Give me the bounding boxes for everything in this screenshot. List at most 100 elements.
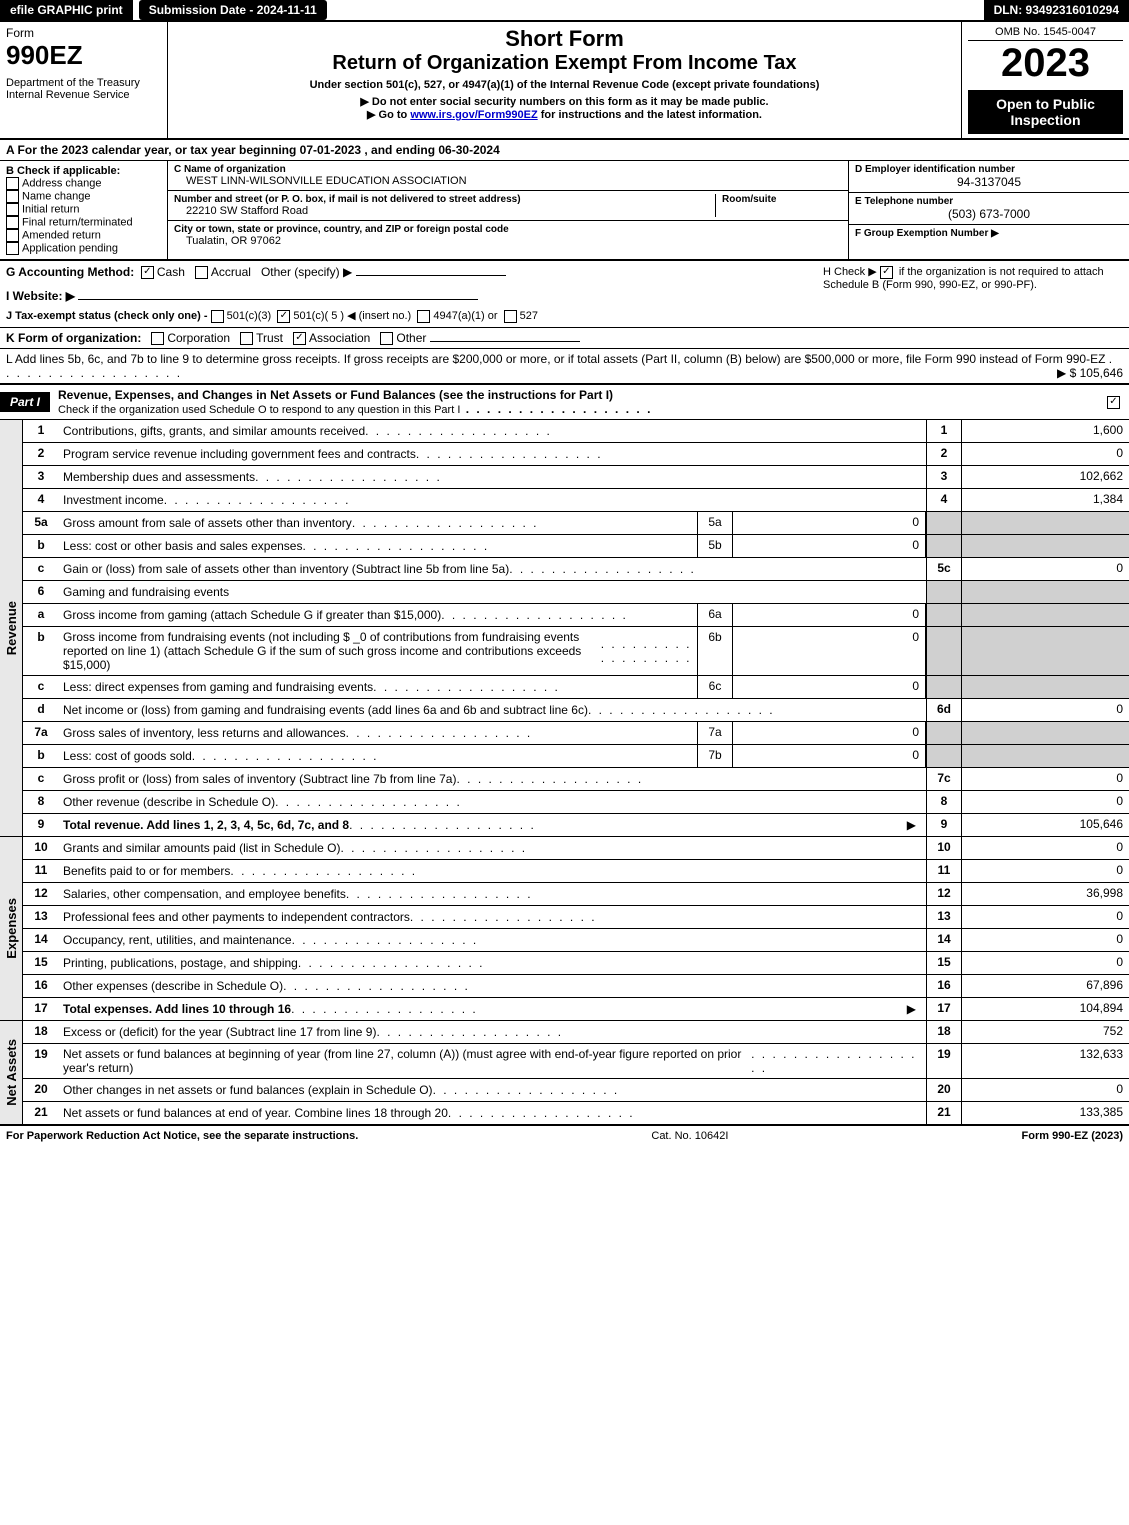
phone-value: (503) 673-7000 (855, 207, 1123, 221)
line-description: Gross profit or (loss) from sales of inv… (59, 768, 926, 790)
line-7a: 7aGross sales of inventory, less returns… (23, 722, 1129, 745)
line-mid-value: 0 (733, 722, 926, 744)
chk-schedule-b[interactable]: ✓ (880, 266, 893, 279)
line-right-number: 16 (926, 975, 961, 997)
instruction-1: ▶ Do not enter social security numbers o… (174, 95, 955, 108)
line-description: Gross income from fundraising events (no… (59, 627, 697, 675)
department-label: Department of the Treasury Internal Reve… (6, 77, 161, 101)
chk-4947[interactable] (417, 310, 430, 323)
subtitle: Under section 501(c), 527, or 4947(a)(1)… (174, 79, 955, 91)
line-number: 12 (23, 883, 59, 905)
line-right-value-shaded (961, 581, 1129, 603)
line-right-value-shaded (961, 722, 1129, 744)
line-number: c (23, 558, 59, 580)
line-mid-number: 7a (697, 722, 733, 744)
line-right-number: 18 (926, 1021, 961, 1043)
line-right-value: 67,896 (961, 975, 1129, 997)
inspection-badge: Open to Public Inspection (968, 90, 1123, 134)
line-right-number-shaded (926, 512, 961, 534)
line-20: 20Other changes in net assets or fund ba… (23, 1079, 1129, 1102)
line-right-number: 9 (926, 814, 961, 836)
line-number: 14 (23, 929, 59, 951)
chk-association[interactable]: ✓ (293, 332, 306, 345)
top-bar: efile GRAPHIC print Submission Date - 20… (0, 0, 1129, 22)
line-number: 21 (23, 1102, 59, 1124)
line-number: 19 (23, 1044, 59, 1078)
org-name-value: WEST LINN-WILSONVILLE EDUCATION ASSOCIAT… (174, 175, 842, 187)
chk-cash[interactable]: ✓ (141, 266, 154, 279)
line-14: 14Occupancy, rent, utilities, and mainte… (23, 929, 1129, 952)
chk-other-org[interactable] (380, 332, 393, 345)
line-number: b (23, 535, 59, 557)
col-c-org: C Name of organization WEST LINN-WILSONV… (168, 161, 849, 259)
line-right-number-shaded (926, 745, 961, 767)
chk-schedule-o-part-i[interactable]: ✓ (1107, 396, 1120, 409)
netassets-section: Net Assets 18Excess or (deficit) for the… (0, 1021, 1129, 1126)
line-2: 2Program service revenue including gover… (23, 443, 1129, 466)
line-right-number-shaded (926, 581, 961, 603)
gross-receipts-amount: ▶ $ 105,646 (1057, 366, 1123, 380)
chk-501c3[interactable] (211, 310, 224, 323)
chk-name-change[interactable]: Name change (6, 190, 161, 203)
form-number: 990EZ (6, 40, 161, 71)
row-j-exempt-status: J Tax-exempt status (check only one) - 5… (6, 309, 823, 323)
chk-trust[interactable] (240, 332, 253, 345)
netassets-side-label: Net Assets (2, 1035, 21, 1110)
line-6a: aGross income from gaming (attach Schedu… (23, 604, 1129, 627)
line-right-value: 0 (961, 906, 1129, 928)
tax-year: 2023 (968, 41, 1123, 86)
line-right-number-shaded (926, 722, 961, 744)
line-number: 5a (23, 512, 59, 534)
line-number: 9 (23, 814, 59, 836)
line-description: Net income or (loss) from gaming and fun… (59, 699, 926, 721)
line-right-value: 0 (961, 952, 1129, 974)
line-description: Net assets or fund balances at end of ye… (59, 1102, 926, 1124)
line-number: 16 (23, 975, 59, 997)
line-number: 10 (23, 837, 59, 859)
chk-final-return[interactable]: Final return/terminated (6, 216, 161, 229)
line-number: 15 (23, 952, 59, 974)
line-mid-number: 5a (697, 512, 733, 534)
return-title: Return of Organization Exempt From Incom… (174, 52, 955, 75)
line-number: 8 (23, 791, 59, 813)
dln-badge: DLN: 93492316010294 (984, 0, 1129, 20)
line-description: Less: direct expenses from gaming and fu… (59, 676, 697, 698)
line-right-number: 11 (926, 860, 961, 882)
street-value: 22210 SW Stafford Road (174, 205, 715, 217)
chk-527[interactable] (504, 310, 517, 323)
line-description: Gross sales of inventory, less returns a… (59, 722, 697, 744)
chk-accrual[interactable] (195, 266, 208, 279)
line-description: Program service revenue including govern… (59, 443, 926, 465)
line-right-number: 2 (926, 443, 961, 465)
chk-501c[interactable]: ✓ (277, 310, 290, 323)
expenses-section: Expenses 10Grants and similar amounts pa… (0, 837, 1129, 1021)
line-right-number: 3 (926, 466, 961, 488)
line-right-number: 6d (926, 699, 961, 721)
chk-corporation[interactable] (151, 332, 164, 345)
line-number: a (23, 604, 59, 626)
line-right-value-shaded (961, 676, 1129, 698)
efile-print-button[interactable]: efile GRAPHIC print (0, 0, 133, 20)
line-right-value: 0 (961, 443, 1129, 465)
line-6b: bGross income from fundraising events (n… (23, 627, 1129, 676)
footer-left: For Paperwork Reduction Act Notice, see … (6, 1130, 358, 1142)
line-number: 18 (23, 1021, 59, 1043)
line-right-number: 12 (926, 883, 961, 905)
line-right-value: 0 (961, 768, 1129, 790)
line-8: 8Other revenue (describe in Schedule O)8… (23, 791, 1129, 814)
line-5b: bLess: cost or other basis and sales exp… (23, 535, 1129, 558)
line-mid-number: 6b (697, 627, 733, 675)
line-description: Gross amount from sale of assets other t… (59, 512, 697, 534)
chk-amended-return[interactable]: Amended return (6, 229, 161, 242)
line-number: 2 (23, 443, 59, 465)
chk-application-pending[interactable]: Application pending (6, 242, 161, 255)
irs-link[interactable]: www.irs.gov/Form990EZ (410, 109, 537, 121)
line-number: 20 (23, 1079, 59, 1101)
line-right-number: 14 (926, 929, 961, 951)
chk-initial-return[interactable]: Initial return (6, 203, 161, 216)
chk-address-change[interactable]: Address change (6, 177, 161, 190)
line-description: Benefits paid to or for members (59, 860, 926, 882)
row-l-gross-receipts: L Add lines 5b, 6c, and 7b to line 9 to … (0, 349, 1129, 385)
line-description: Printing, publications, postage, and shi… (59, 952, 926, 974)
line-mid-value: 0 (733, 604, 926, 626)
